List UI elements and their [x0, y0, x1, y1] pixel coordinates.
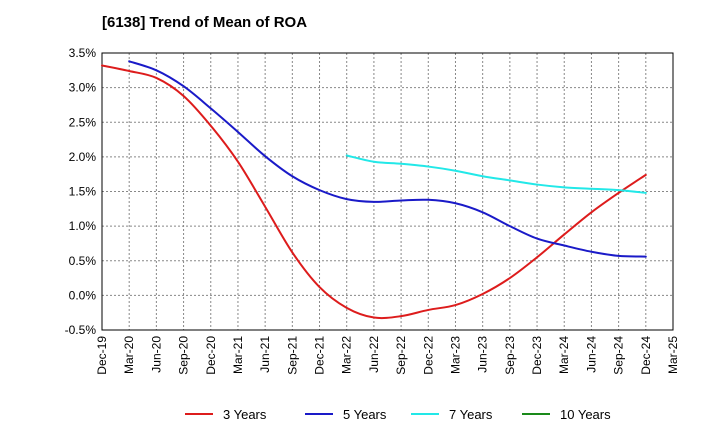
x-tick-label: Jun-20: [149, 336, 163, 373]
y-tick-label: 1.0%: [69, 219, 97, 233]
grid-lines: [101, 52, 674, 331]
x-tick-label: Dec-21: [313, 336, 327, 375]
y-tick-label: 3.5%: [69, 46, 97, 60]
x-tick-label: Dec-23: [530, 336, 544, 375]
y-tick-label: 0.0%: [69, 288, 97, 302]
x-tick-label: Mar-23: [448, 336, 462, 374]
legend: 3 Years 5 Years 7 Years 10 Years: [185, 407, 611, 422]
series-lines: [101, 60, 647, 320]
legend-label-7-years: 7 Years: [449, 407, 493, 422]
y-tick-label: 2.0%: [69, 150, 97, 164]
x-tick-label: Mar-21: [231, 336, 245, 374]
x-tick-label: Sep-23: [503, 336, 517, 375]
x-tick-label: Sep-24: [612, 336, 626, 375]
y-tick-label: -0.5%: [65, 323, 97, 337]
series-line-3-years: [101, 64, 647, 320]
x-tick-label: Jun-22: [367, 336, 381, 373]
x-tick-label: Dec-20: [204, 336, 218, 375]
chart-title: [6138] Trend of Mean of ROA: [102, 14, 308, 31]
x-tick-label: Mar-24: [557, 336, 571, 374]
x-tick-label: Dec-22: [421, 336, 435, 375]
x-tick-label: Jun-23: [476, 336, 490, 373]
x-tick-label: Sep-22: [394, 336, 408, 375]
axes: [101, 52, 674, 331]
x-tick-label: Jun-24: [584, 336, 598, 373]
plot-frame: [101, 52, 674, 331]
series-line-5-years: [128, 60, 647, 258]
x-tick-label: Dec-24: [639, 336, 653, 375]
y-tick-label: 1.5%: [69, 185, 97, 199]
series-line-7-years: [345, 154, 647, 194]
x-tick-label: Sep-20: [177, 336, 191, 375]
x-tick-label: Dec-19: [95, 336, 109, 375]
x-tick-label: Mar-22: [340, 336, 354, 374]
y-tick-label: 3.0%: [69, 81, 97, 95]
y-tick-label: 2.5%: [69, 115, 97, 129]
x-tick-label: Sep-21: [285, 336, 299, 375]
legend-label-3-years: 3 Years: [223, 407, 267, 422]
x-tick-label: Jun-21: [258, 336, 272, 373]
x-tick-labels: Dec-19 Mar-20 Jun-20 Sep-20 Dec-20 Mar-21 Jun-…: [95, 336, 680, 375]
x-tick-label: Mar-20: [122, 336, 136, 374]
legend-label-5-years: 5 Years: [343, 407, 387, 422]
y-tick-labels: 3.5% 3.0% 2.5% 2.0% 1.5% 1.0% 0.5% 0.0% -0.5%: [65, 46, 97, 337]
legend-label-10-years: 10 Years: [560, 407, 611, 422]
y-tick-label: 0.5%: [69, 254, 97, 268]
x-tick-label: Mar-25: [666, 336, 680, 374]
